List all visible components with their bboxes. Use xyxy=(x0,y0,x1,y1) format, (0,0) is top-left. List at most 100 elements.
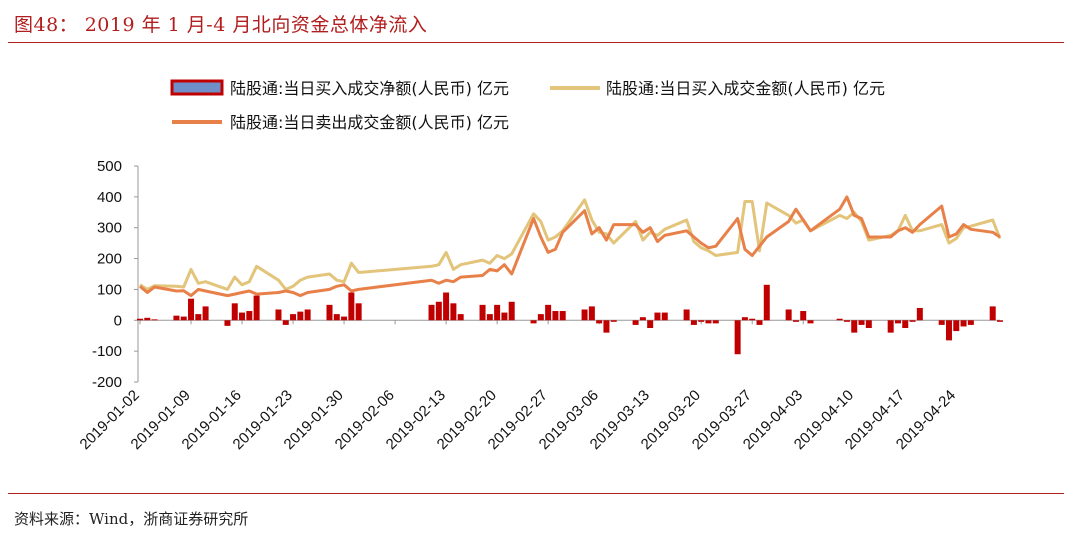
sell-amount-line xyxy=(139,195,1001,298)
net-bar xyxy=(836,318,843,321)
x-axis-ticks: 2019-01-022019-01-092019-01-162019-01-23… xyxy=(77,319,1000,453)
net-bar xyxy=(304,309,311,321)
net-bar xyxy=(596,320,603,324)
net-bar xyxy=(639,317,646,321)
net-bar xyxy=(858,320,865,325)
net-bar xyxy=(239,312,246,321)
net-bar xyxy=(792,320,799,322)
source-note: 资料来源：Wind，浙商证券研究所 xyxy=(14,510,249,528)
net-bar xyxy=(552,311,559,321)
net-bar xyxy=(443,292,450,321)
net-bar xyxy=(428,304,435,321)
net-bar xyxy=(734,320,741,355)
y-tick-label: 300 xyxy=(97,220,122,237)
net-bar xyxy=(297,311,304,321)
buy-amount-line xyxy=(139,198,1002,291)
net-bar xyxy=(581,309,588,321)
net-bar xyxy=(997,320,1003,322)
net-bar xyxy=(654,312,661,321)
y-tick-label: -100 xyxy=(92,343,122,360)
net-bar xyxy=(137,318,143,321)
net-bar xyxy=(902,320,909,328)
net-bar xyxy=(807,320,814,324)
net-bar xyxy=(843,320,850,322)
net-bar xyxy=(559,311,566,321)
net-bar xyxy=(501,312,508,321)
legend: 陆股通:当日买入成交净额(人民币) 亿元 陆股通:当日买入成交金额(人民币) 亿… xyxy=(170,79,885,132)
net-bar xyxy=(282,320,289,325)
net-bar xyxy=(588,306,595,321)
y-axis-ticks: -200 -100 0 100 200 300 400 500 xyxy=(92,158,138,391)
net-bar xyxy=(246,311,253,321)
net-bar xyxy=(909,320,916,322)
net-bar xyxy=(494,304,501,321)
net-bar xyxy=(151,319,158,321)
net-bar xyxy=(683,309,690,321)
net-bar xyxy=(610,320,617,322)
net-bar xyxy=(785,309,792,321)
net-bar xyxy=(333,314,340,321)
net-bar xyxy=(173,315,180,321)
net-bar xyxy=(486,314,493,321)
net-bar xyxy=(851,320,858,333)
net-bar xyxy=(348,292,355,321)
y-tick-label: 0 xyxy=(114,312,122,329)
net-bar xyxy=(756,320,763,325)
net-bar xyxy=(290,314,297,321)
net-bar xyxy=(945,320,952,341)
figure-title: 图48： 2019 年 1 月-4 月北向资金总体净流入 xyxy=(14,14,428,36)
net-bar xyxy=(763,284,770,321)
net-bar xyxy=(690,320,697,325)
net-bars xyxy=(137,284,1003,355)
net-bar xyxy=(224,320,231,326)
net-bar xyxy=(916,307,923,321)
net-bar xyxy=(188,298,195,321)
net-bar xyxy=(355,303,362,321)
net-bar xyxy=(144,317,151,321)
y-tick-label: 500 xyxy=(97,158,122,175)
net-bar xyxy=(508,301,515,321)
y-tick-label: 100 xyxy=(97,281,122,298)
net-bar xyxy=(953,320,960,332)
net-bar xyxy=(800,311,807,321)
net-bar xyxy=(180,316,187,321)
net-bar xyxy=(457,314,464,321)
net-bar xyxy=(537,314,544,321)
net-bar xyxy=(989,306,996,321)
net-bar xyxy=(887,320,894,333)
y-tick-label: 200 xyxy=(97,251,122,268)
net-bar xyxy=(647,320,654,328)
legend-swatch-net xyxy=(170,79,224,96)
net-bar xyxy=(741,317,748,321)
net-bar xyxy=(326,304,333,321)
y-tick-label: 400 xyxy=(97,189,122,206)
net-bar xyxy=(865,320,872,328)
net-bar xyxy=(450,303,457,321)
net-bar xyxy=(749,318,756,321)
top-divider xyxy=(8,42,1064,43)
legend-label-net: 陆股通:当日买入成交净额(人民币) 亿元 xyxy=(230,79,509,98)
net-bar xyxy=(545,304,552,321)
net-bar xyxy=(967,320,974,325)
series-lines xyxy=(139,195,1002,298)
net-bar xyxy=(661,312,668,321)
net-bar xyxy=(195,314,202,321)
y-tick-label: -200 xyxy=(92,374,122,391)
net-bar xyxy=(275,309,282,321)
net-bar xyxy=(603,320,610,333)
bottom-divider xyxy=(8,493,1064,494)
net-bar xyxy=(894,320,901,324)
net-bar xyxy=(479,304,486,321)
net-bar xyxy=(435,301,442,321)
net-bar xyxy=(202,306,209,321)
net-bar xyxy=(253,295,260,321)
legend-label-sell: 陆股通:当日卖出成交金额(人民币) 亿元 xyxy=(230,113,509,132)
net-bar xyxy=(632,320,639,325)
net-bar xyxy=(698,320,705,322)
net-bar xyxy=(341,316,348,321)
net-bar xyxy=(960,320,967,327)
net-bar xyxy=(530,320,537,324)
net-bar xyxy=(938,320,945,325)
net-bar xyxy=(705,320,712,324)
